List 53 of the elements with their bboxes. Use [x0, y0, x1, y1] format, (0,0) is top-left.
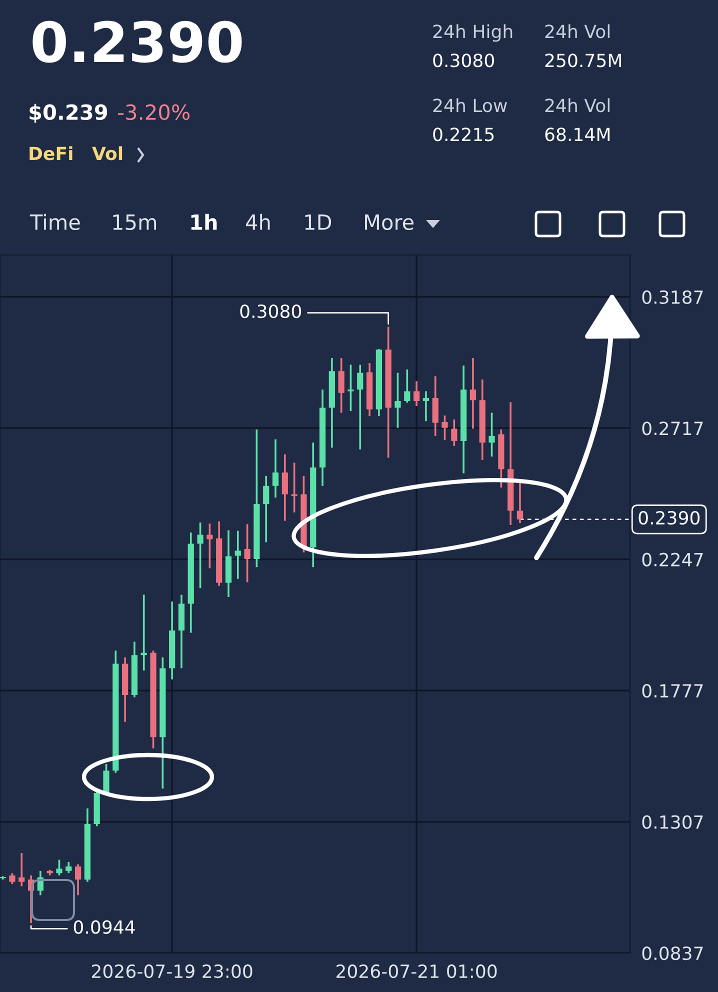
- text: 4h: [246, 214, 270, 230]
- text: 24h Low: [433, 98, 507, 112]
- y-tick-label: 0.1777: [642, 684, 703, 698]
- candlestick: [516, 481, 524, 524]
- text: More: [365, 214, 414, 230]
- candlestick: [470, 357, 476, 430]
- text: 0.2215: [433, 128, 494, 142]
- y-tick-label: 0.3187: [642, 290, 703, 304]
- chart-title: 0.2390: [32, 20, 242, 63]
- candlestick: [451, 418, 458, 447]
- candlestick: [394, 372, 401, 429]
- candlestick: [422, 390, 430, 422]
- text: 24h Vol: [545, 98, 610, 112]
- text: $0.239: [30, 104, 108, 123]
- candlestick: [74, 863, 82, 896]
- text: DeFi: [30, 146, 72, 160]
- x-tick-label: 2026-07-19 23:00: [92, 964, 252, 978]
- ref-line-label: 0.2390: [638, 510, 700, 525]
- candlestick: [244, 523, 250, 584]
- candlestick: [348, 364, 354, 412]
- candlestick: [56, 858, 62, 876]
- candlestick: [357, 364, 364, 450]
- y-tick-label: 0.1307: [642, 815, 703, 829]
- candlestick: [404, 368, 410, 404]
- candlestick: [282, 453, 288, 522]
- candlestick: [272, 438, 279, 499]
- text: -3.20%: [118, 104, 190, 120]
- text: 1h: [191, 214, 217, 230]
- candlestick: [488, 412, 495, 458]
- x-tick-label: 2026-07-21 01:00: [336, 964, 497, 978]
- candlestick: [66, 861, 72, 874]
- y-tick-label: 0.0837: [642, 946, 703, 960]
- candlestick: [263, 474, 270, 544]
- text: 24h Vol: [545, 24, 610, 38]
- y-tick-label: 0.2247: [642, 552, 703, 566]
- text: 1D: [305, 214, 332, 230]
- candlestick: [338, 357, 344, 414]
- annotation: 0.3080: [240, 304, 302, 318]
- candlestick: [413, 380, 420, 407]
- y-tick-label: 0.2717: [642, 422, 703, 436]
- text: 250.75M: [545, 54, 621, 68]
- text: 24h High: [433, 24, 512, 42]
- candlestick: [442, 414, 448, 442]
- candlestick: [197, 522, 204, 589]
- text: 0.3080: [433, 54, 494, 68]
- candlestick: [18, 852, 25, 888]
- text: 68.14M: [545, 128, 610, 142]
- text: Vol: [92, 146, 122, 160]
- candlestick: [9, 872, 16, 885]
- annotation: 0.0944: [74, 920, 135, 934]
- candlestick: [234, 530, 241, 580]
- text: 15m: [113, 214, 156, 230]
- text: Time: [30, 214, 80, 230]
